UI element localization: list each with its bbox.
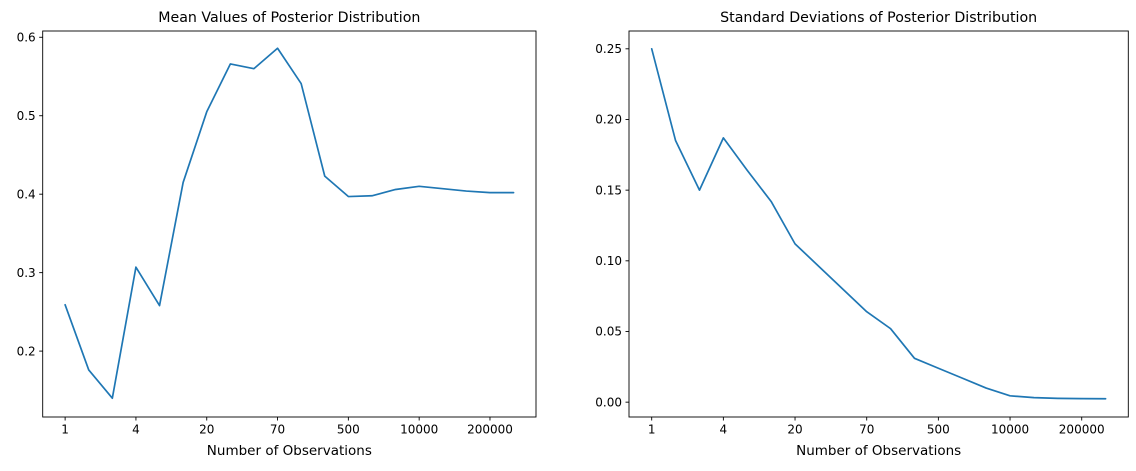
x-tick-label: 20	[787, 422, 802, 436]
x-tick-label: 70	[859, 422, 874, 436]
x-tick-label: 200000	[1059, 422, 1105, 436]
x-tick-label: 4	[132, 422, 140, 436]
axes-spines	[42, 30, 537, 418]
x-tick-label: 4	[720, 422, 728, 436]
x-tick-label: 1	[61, 422, 69, 436]
x-axis-label: Number of Observations	[207, 443, 372, 459]
y-tick-label: 0.5	[17, 109, 36, 123]
y-tick-label: 0.20	[595, 113, 622, 127]
x-tick-label: 1	[648, 422, 656, 436]
y-tick-label: 0.6	[17, 30, 36, 44]
mean-values-subplot: 1 4 20 70 500 10000 200000 0.2 0.3 0.4 0.5 0.6 Mean …	[17, 10, 537, 459]
x-tick-label: 70	[270, 422, 285, 436]
y-tick-label: 0.05	[595, 325, 622, 339]
x-tick-label: 10000	[400, 422, 438, 436]
y-tick-label: 0.00	[595, 395, 622, 409]
x-tick-label: 500	[337, 422, 360, 436]
y-tick-label: 0.4	[17, 187, 36, 201]
x-tick-label: 20	[199, 422, 214, 436]
y-tick-label: 0.15	[595, 183, 622, 197]
y-tick-label: 0.10	[595, 254, 622, 268]
x-tick-label: 10000	[991, 422, 1029, 436]
subplot-title: Standard Deviations of Posterior Distrib…	[720, 10, 1037, 26]
posterior-line	[650, 47, 1107, 400]
x-tick-label: 200000	[467, 422, 513, 436]
subplot-title: Mean Values of Posterior Distribution	[158, 10, 420, 26]
y-tick-label: 0.2	[17, 344, 36, 358]
posterior-line	[64, 47, 515, 400]
axes-spines	[628, 30, 1129, 418]
std-dev-subplot: 1 4 20 70 500 10000 200000 0.00 0.05 0.10 0.15 0.20…	[595, 10, 1129, 459]
y-tick-label: 0.3	[17, 266, 36, 280]
x-axis-label: Number of Observations	[796, 443, 961, 459]
y-tick-label: 0.25	[595, 42, 622, 56]
x-tick-label: 500	[927, 422, 950, 436]
